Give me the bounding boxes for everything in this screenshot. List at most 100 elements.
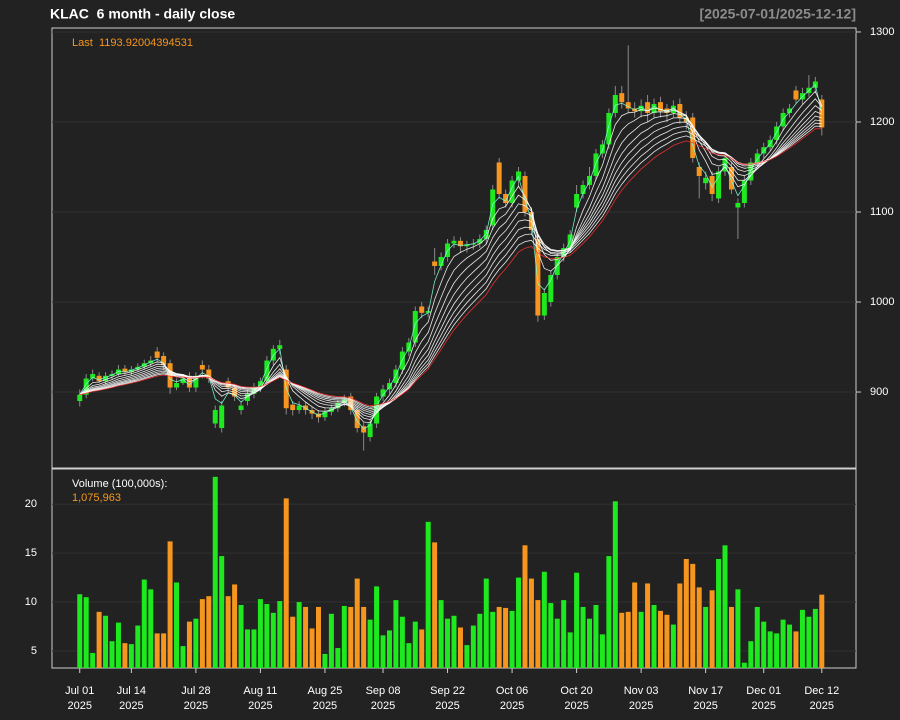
volume-bar xyxy=(645,583,651,668)
volume-bar xyxy=(83,597,89,668)
volume-bar xyxy=(367,619,373,668)
x-tick-label: Aug 11 xyxy=(243,685,277,697)
volume-bar xyxy=(548,603,554,668)
volume-bar xyxy=(593,604,599,668)
volume-bar xyxy=(348,606,354,668)
volume-bar xyxy=(135,625,141,668)
x-tick-label: 2025 xyxy=(500,700,524,712)
candle-body xyxy=(774,126,780,140)
volume-bar xyxy=(109,641,115,668)
candle-body xyxy=(793,90,799,100)
x-tick-label: 2025 xyxy=(751,700,775,712)
chart-title: KLAC 6 month - daily close xyxy=(50,6,235,22)
volume-bar xyxy=(245,629,251,668)
volume-bar xyxy=(354,578,360,668)
volume-bar xyxy=(251,629,257,668)
candle-body xyxy=(477,238,483,244)
candle-body xyxy=(206,369,212,379)
x-tick-label: Nov 17 xyxy=(688,685,723,697)
volume-last: 1,075,963 xyxy=(72,492,121,504)
candle-body xyxy=(380,389,386,397)
x-tick-label: 2025 xyxy=(119,700,143,712)
candle-body xyxy=(593,153,599,176)
volume-bar xyxy=(264,604,270,668)
candle-body xyxy=(483,229,489,239)
candle-body xyxy=(761,147,767,154)
candle-body xyxy=(180,378,186,384)
volume-bar xyxy=(141,579,147,668)
candle-body xyxy=(657,102,663,112)
volume-bar xyxy=(819,594,825,668)
volume-bar xyxy=(677,583,683,668)
volume-bar xyxy=(664,614,670,668)
volume-bar xyxy=(780,619,786,668)
candle-body xyxy=(361,426,367,433)
candle-body xyxy=(77,394,83,402)
candle-body xyxy=(419,306,425,313)
x-tick-label: Dec 12 xyxy=(804,685,839,697)
candle-body xyxy=(277,345,283,349)
candle-body xyxy=(270,348,276,361)
volume-bar xyxy=(303,606,309,668)
volume-bar xyxy=(322,653,328,668)
candle-body xyxy=(212,410,218,424)
volume-bar xyxy=(432,542,438,668)
volume-bar xyxy=(503,607,509,668)
volume-bar xyxy=(148,589,154,668)
volume-bar xyxy=(451,615,457,668)
candle-body xyxy=(709,175,715,194)
volume-bar xyxy=(735,589,741,668)
price-panel xyxy=(51,27,857,469)
x-tick-label: 2025 xyxy=(810,700,834,712)
volume-bar xyxy=(167,541,173,668)
candle-body xyxy=(290,404,296,411)
volume-bar xyxy=(361,606,367,668)
volume-bar xyxy=(419,629,425,668)
volume-bar xyxy=(509,610,515,668)
volume-bar xyxy=(625,611,631,668)
candle-body xyxy=(322,411,328,418)
candle-body xyxy=(219,405,225,429)
volume-bar xyxy=(516,577,522,668)
volume-bar xyxy=(206,596,212,668)
volume-bar xyxy=(574,572,580,668)
candle-body xyxy=(412,311,418,343)
x-tick-label: Dec 01 xyxy=(746,685,781,697)
candle-body xyxy=(503,193,509,203)
volume-bar xyxy=(638,611,644,668)
volume-bar xyxy=(632,582,638,668)
candle-body xyxy=(464,244,470,247)
candle-body xyxy=(535,238,541,316)
x-tick-label: 2025 xyxy=(564,700,588,712)
volume-bar xyxy=(328,613,334,668)
candle-body xyxy=(128,369,134,373)
x-tick-label: Jul 28 xyxy=(181,685,210,697)
volume-bar xyxy=(128,644,134,668)
volume-bar xyxy=(651,604,657,668)
volume-bar xyxy=(561,600,567,668)
volume-bar xyxy=(399,616,405,668)
volume-bar xyxy=(386,630,392,668)
x-tick-label: Jul 01 xyxy=(65,685,94,697)
x-tick-label: Oct 20 xyxy=(560,685,592,697)
candle-body xyxy=(645,102,651,113)
volume-bar xyxy=(774,633,780,668)
moving-average xyxy=(79,125,822,408)
volume-bar xyxy=(425,521,431,668)
candle-body xyxy=(393,369,399,384)
volume-bar xyxy=(457,627,463,668)
x-tick-label: 2025 xyxy=(435,700,459,712)
volume-bar xyxy=(728,606,734,668)
volume-bar xyxy=(122,643,128,668)
volume-bar xyxy=(464,645,470,668)
volume-bar xyxy=(412,621,418,668)
volume-bar xyxy=(296,602,302,668)
volume-bar xyxy=(690,563,696,668)
volume-bar xyxy=(238,604,244,668)
volume-bar xyxy=(748,641,754,668)
x-tick-label: 2025 xyxy=(313,700,337,712)
candle-body xyxy=(677,103,683,118)
volume-bar xyxy=(393,600,399,668)
candle-body xyxy=(161,356,167,366)
